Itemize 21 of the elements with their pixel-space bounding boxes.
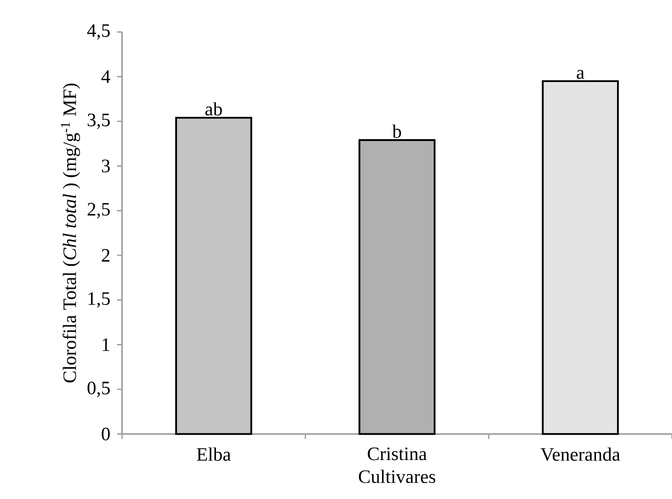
- y-tick-label: 3: [102, 160, 110, 172]
- bar: [542, 80, 619, 435]
- bar: [175, 116, 252, 435]
- x-tick-label: Elba: [196, 448, 231, 461]
- x-tick-label: Cristina: [368, 447, 427, 460]
- y-tick-label: 3,5: [88, 114, 110, 130]
- y-tick-label: 2: [102, 249, 110, 262]
- y-tick-label: 0,5: [88, 382, 110, 398]
- x-tick-label: Veneranda: [540, 448, 620, 461]
- y-tick-label: 4: [101, 70, 110, 83]
- annotation: b: [392, 124, 402, 138]
- bar: [358, 139, 436, 435]
- y-tick-label: 0: [102, 428, 110, 440]
- y-axis-title: Clorofila Total (Chl total ) (mg/g$^{-1}$ MF): [60, 84, 80, 382]
- annotation: ab: [205, 102, 222, 116]
- y-tick-label: 2,5: [88, 202, 110, 218]
- y-tick-label: 1: [102, 338, 110, 351]
- annotation: a: [576, 70, 584, 79]
- x-axis-title: Cultivares: [358, 470, 436, 484]
- y-tick-label: 4,5: [87, 24, 110, 40]
- y-tick-label: 1,5: [88, 292, 110, 308]
